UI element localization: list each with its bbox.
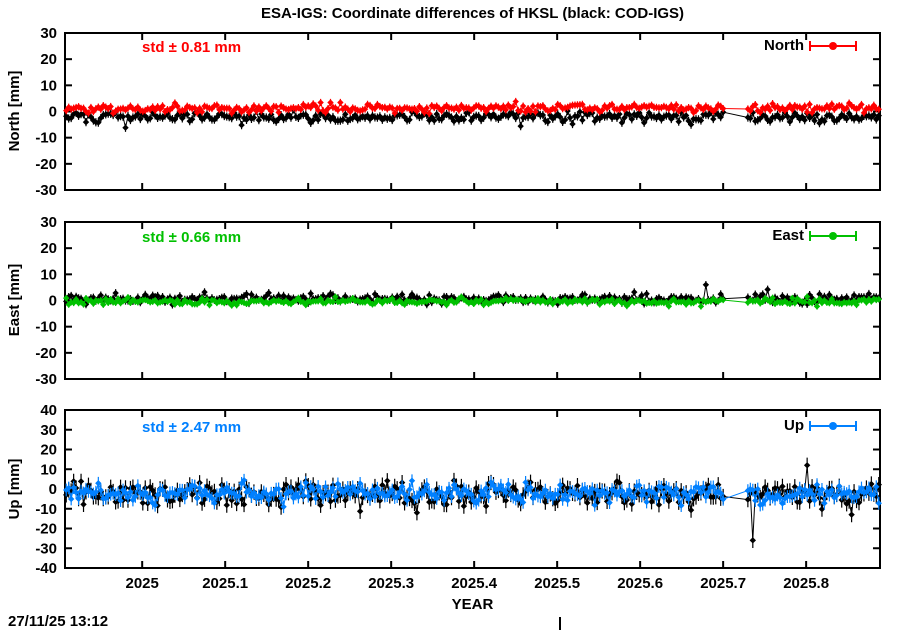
y-tick-label: 30 [40,214,57,231]
y-tick-label: 10 [40,77,57,94]
series-markers-east [63,293,882,310]
y-tick-label: -10 [35,319,57,336]
x-tick-label: 2025.6 [617,575,663,592]
cursor-mark [559,617,561,630]
y-tick-label: -20 [35,345,57,362]
x-tick-label: 2025.7 [700,575,746,592]
y-tick-label: -20 [35,521,57,538]
chart-title: ESA-IGS: Coordinate differences of HKSL … [260,5,685,22]
x-axis-title: YEAR [451,596,494,613]
series-markers-up [63,477,882,510]
y-tick-label: -10 [35,501,57,518]
y-tick-label: 20 [40,442,57,459]
legend-label-up: Up [784,417,804,434]
y-tick-label: -30 [35,371,57,388]
x-tick-label: 2025.5 [534,575,580,592]
y-axis-label-north: North [mm] [6,70,23,152]
y-tick-label: 20 [40,240,57,257]
y-axis-label-east: East [mm] [6,263,23,337]
y-tick-label: 0 [49,481,57,498]
series-markers-north [63,98,882,117]
y-tick-label: -10 [35,130,57,147]
y-tick-label: 0 [49,293,57,310]
std-annotation-north: std ± 0.81 mm [142,39,242,56]
y-tick-label: 0 [49,104,57,121]
x-tick-label: 2025.2 [285,575,331,592]
y-axis-label-up: Up [mm] [6,458,23,520]
x-tick-label: 2025.4 [451,575,498,592]
legend-glyph-up [809,421,857,431]
y-tick-label: -20 [35,156,57,173]
y-tick-label: -40 [35,560,57,577]
y-tick-label: 40 [40,402,57,419]
y-tick-label: 30 [40,25,57,42]
std-annotation-east: std ± 0.66 mm [142,229,242,246]
y-tick-label: -30 [35,540,57,557]
y-tick-label: 30 [40,422,57,439]
x-tick-label: 2025.1 [202,575,248,592]
series-markers-north [63,106,882,131]
legend-label-east: East [772,227,804,244]
legend-label-north: North [764,37,804,54]
y-tick-label: 10 [40,266,57,283]
y-tick-label: -30 [35,182,57,199]
y-tick-label: 20 [40,51,57,68]
x-tick-label: 2025.8 [783,575,829,592]
timestamp: 27/11/25 13:12 [8,613,109,630]
std-annotation-up: std ± 2.47 mm [142,419,242,436]
y-tick-label: 10 [40,461,57,478]
legend-glyph-north [809,41,857,51]
legend-glyph-east [809,231,857,241]
x-tick-label: 2025 [125,575,158,592]
x-tick-label: 2025.3 [368,575,414,592]
